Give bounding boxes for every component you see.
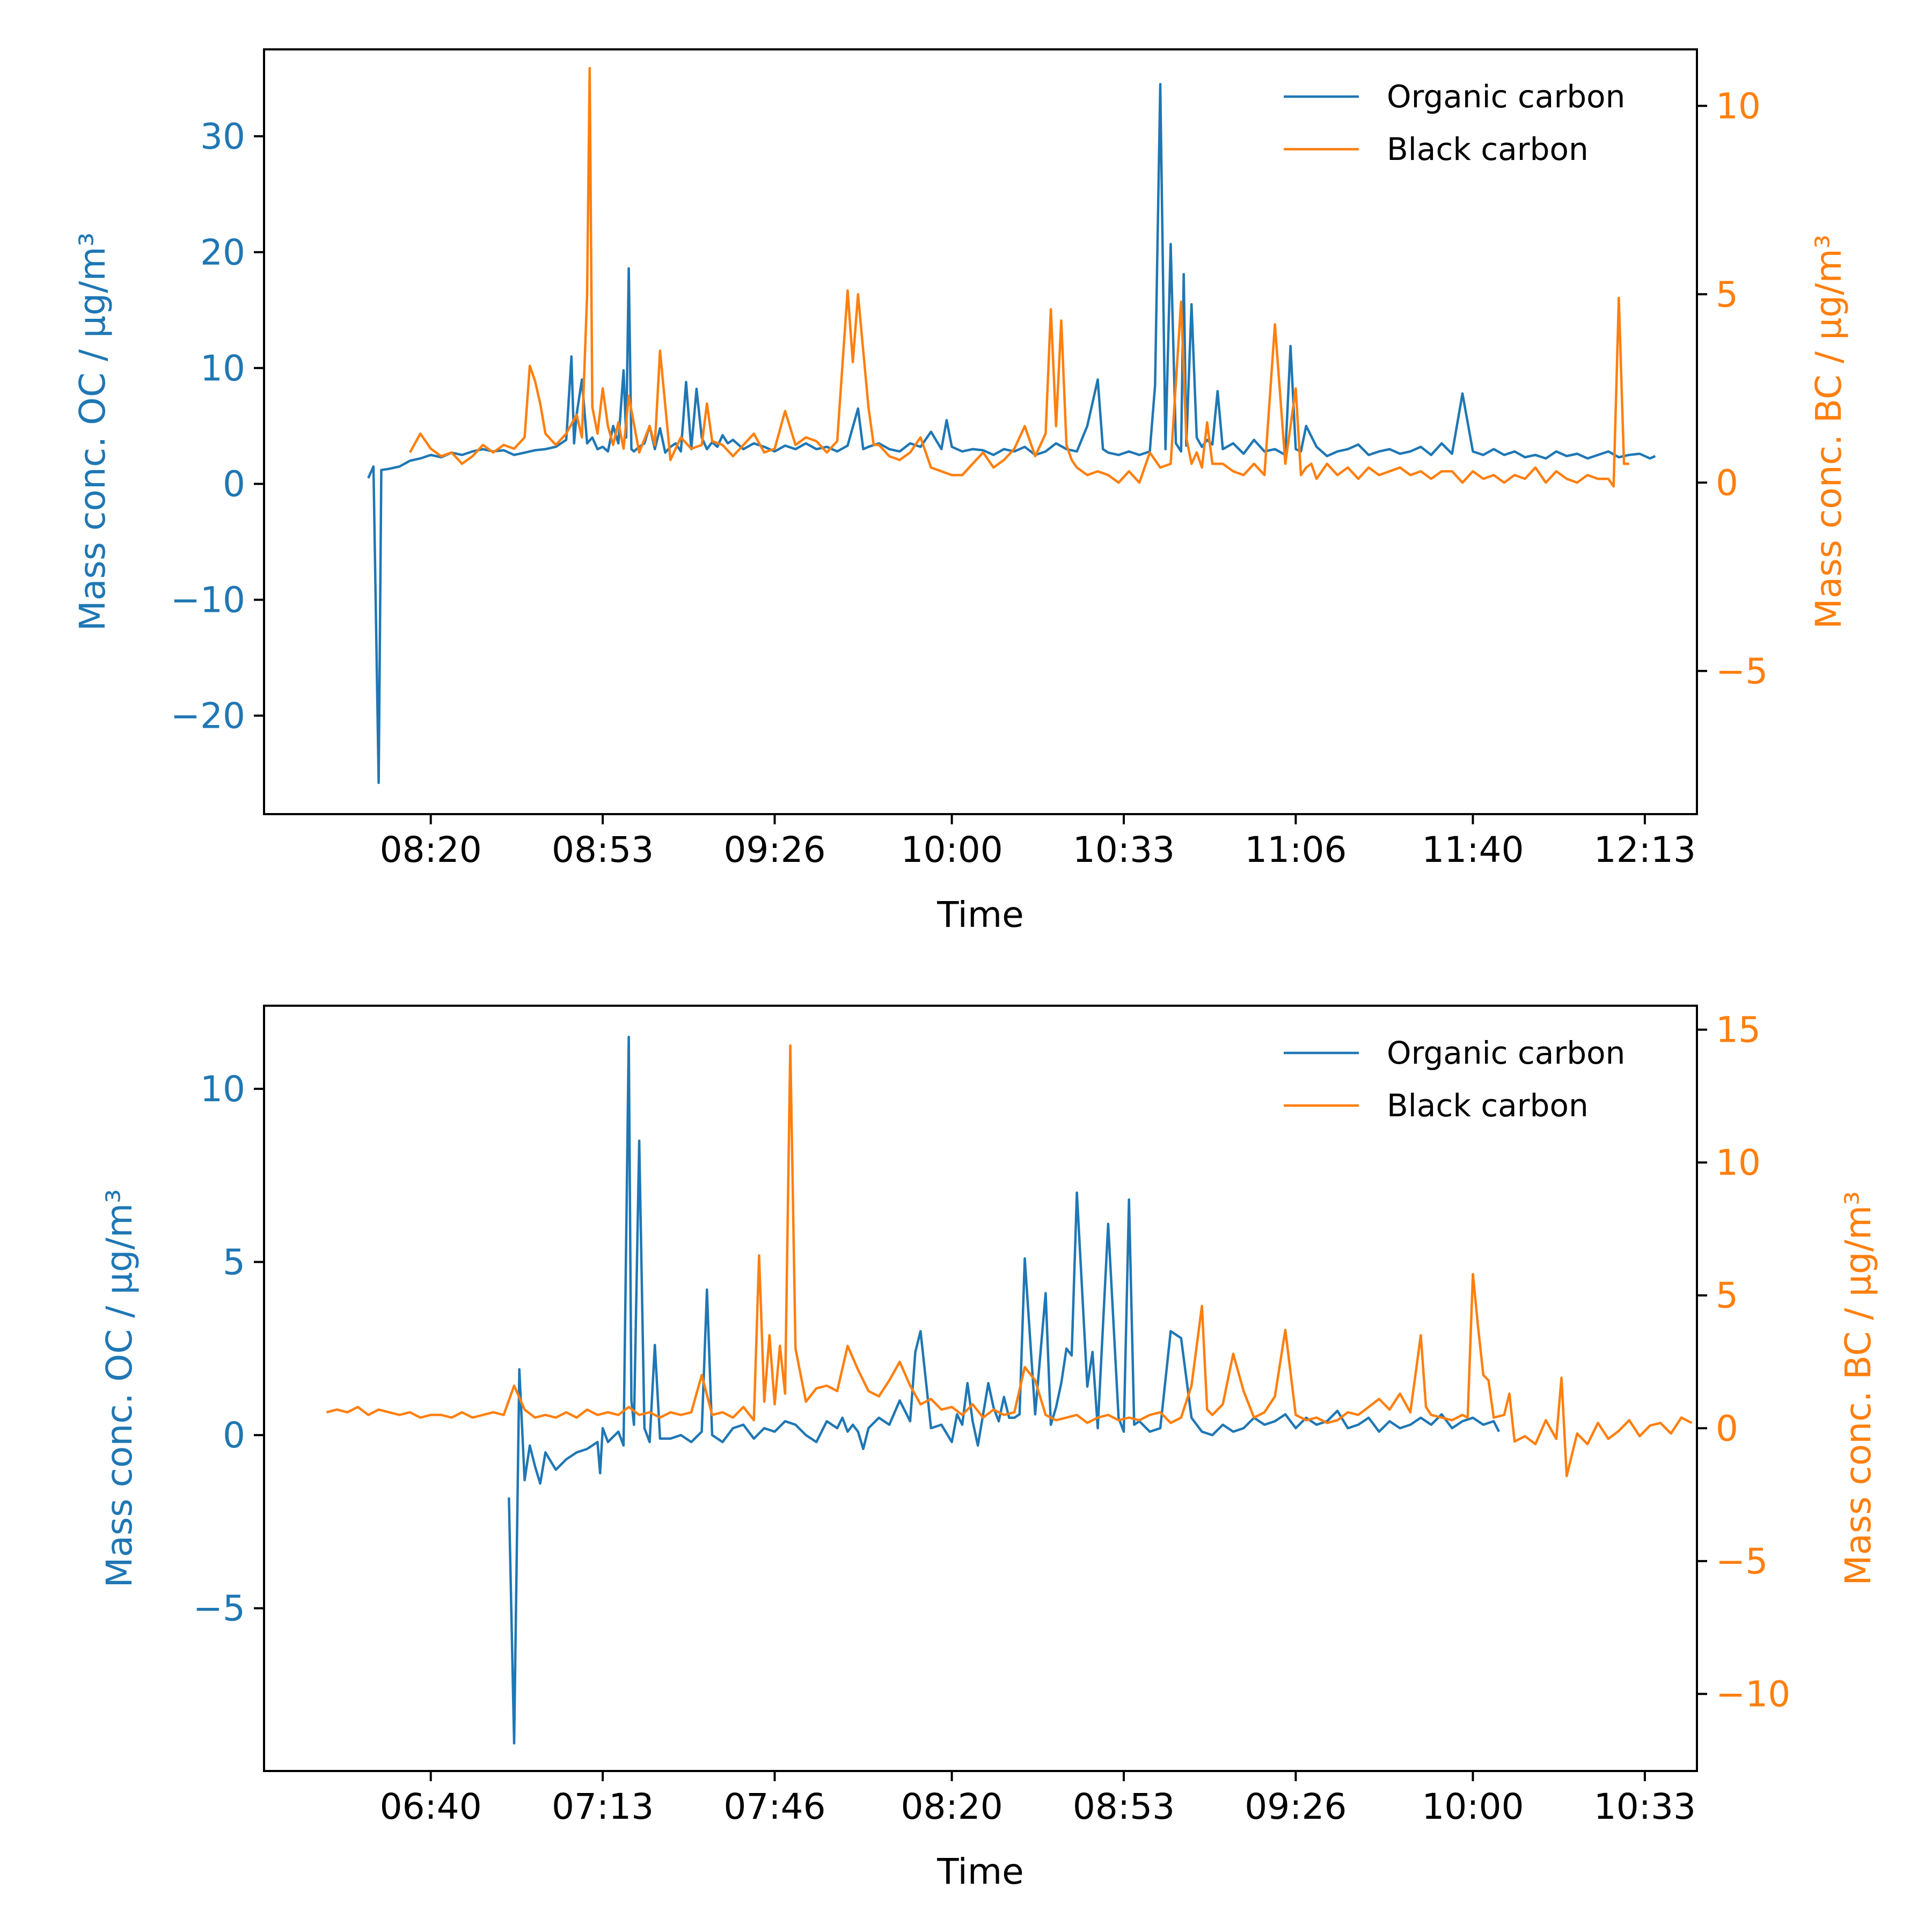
x-tick-label: 08:53 — [552, 829, 654, 870]
y-left-tick-label: 0 — [223, 1415, 245, 1456]
x-tick-label: 09:26 — [723, 829, 825, 870]
x-tick-label: 08:53 — [1073, 1786, 1175, 1827]
x-tick-label: 06:40 — [380, 1786, 482, 1827]
bc-series-line — [408, 67, 1629, 488]
x-tick-label: 10:00 — [1422, 1786, 1524, 1827]
y-left-tick-label: −20 — [171, 695, 245, 736]
y-right-tick-label: −5 — [1716, 1541, 1768, 1582]
y-left-tick-label: 30 — [200, 116, 245, 157]
x-tick-label: 10:33 — [1594, 1786, 1696, 1827]
plot-frame — [263, 48, 1698, 815]
subplot-1: 08:20 08:53 09:26 10:00 10:33 11:06 11:40 12:13… — [72, 48, 1849, 935]
y-left-axis-label: Mass conc. OC / μg/m³ — [72, 232, 113, 631]
x-tick-label: 10:00 — [901, 829, 1002, 870]
y-right-tick-label: −10 — [1716, 1673, 1790, 1715]
x-tick-label: 12:13 — [1594, 829, 1696, 870]
x-tick-label: 09:26 — [1245, 1786, 1346, 1827]
y-right-tick-label: 5 — [1716, 1275, 1738, 1316]
x-tick-label: 11:40 — [1422, 829, 1524, 870]
legend: Organic carbon Black carbon — [1284, 78, 1625, 167]
legend-label: Organic carbon — [1387, 1035, 1625, 1071]
y-right-tick-label: −5 — [1716, 650, 1768, 692]
y-right-tick-label: 10 — [1716, 1142, 1761, 1183]
plot-frame — [263, 1005, 1698, 1772]
x-axis-label: Time — [936, 894, 1024, 935]
y-left-tick-label: −10 — [171, 580, 245, 621]
subplot-2: 06:40 07:13 07:46 08:20 08:53 09:26 10:00 10:33… — [99, 1005, 1879, 1892]
legend-label: Black carbon — [1387, 1087, 1589, 1124]
legend: Organic carbon Black carbon — [1284, 1035, 1625, 1124]
y-right-tick-label: 10 — [1716, 85, 1761, 127]
y-left-tick-label: −5 — [193, 1588, 245, 1629]
y-left-tick-label: 10 — [200, 348, 245, 389]
oc-series-line — [508, 1035, 1501, 1745]
y-right-axis-label: Mass conc. BC / μg/m³ — [1838, 1191, 1879, 1585]
y-right-tick-label: 0 — [1716, 462, 1738, 503]
x-tick-label: 08:20 — [901, 1786, 1002, 1827]
x-tick-label: 07:13 — [552, 1786, 654, 1827]
y-left-tick-label: 5 — [223, 1241, 245, 1283]
x-tick-label: 08:20 — [380, 829, 482, 870]
y-left-tick-label: 20 — [200, 232, 245, 273]
y-right-tick-label: 5 — [1716, 274, 1738, 315]
y-right-axis-label: Mass conc. BC / μg/m³ — [1808, 235, 1849, 629]
bc-series-line — [326, 1044, 1693, 1477]
y-right-tick-label: 0 — [1716, 1408, 1738, 1449]
y-left-tick-label: 10 — [200, 1069, 245, 1110]
legend-label: Black carbon — [1387, 131, 1589, 167]
x-tick-label: 11:06 — [1245, 829, 1346, 870]
x-tick-label: 07:46 — [723, 1786, 825, 1827]
y-right-tick-label: 15 — [1716, 1009, 1761, 1051]
oc-series-line — [367, 83, 1656, 784]
x-axis-label: Time — [936, 1851, 1024, 1892]
legend-label: Organic carbon — [1387, 78, 1625, 115]
y-left-tick-label: 0 — [223, 464, 245, 505]
x-tick-label: 10:33 — [1073, 829, 1175, 870]
y-left-axis-label: Mass conc. OC / μg/m³ — [99, 1189, 140, 1588]
